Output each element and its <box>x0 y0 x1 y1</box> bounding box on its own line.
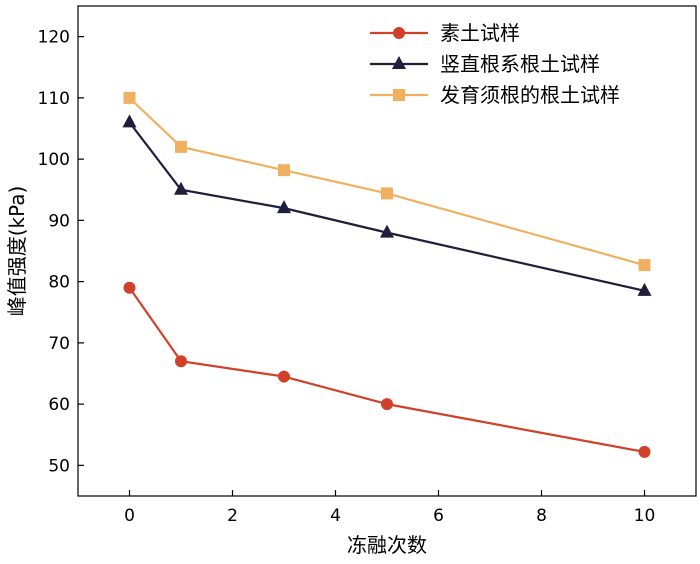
data-point-series-2 <box>380 224 394 238</box>
x-tick-label: 0 <box>124 506 135 526</box>
y-tick-label: 90 <box>48 211 70 231</box>
data-point-series-3 <box>278 164 290 177</box>
y-tick-label: 120 <box>38 28 70 48</box>
legend-label-1: 素土试样 <box>440 21 520 45</box>
data-point-series-1 <box>123 281 136 294</box>
data-point-series-1 <box>381 398 393 411</box>
y-tick-label: 60 <box>48 395 70 415</box>
legend-marker-1 <box>393 27 405 39</box>
data-point-series-1 <box>175 355 187 368</box>
data-point-series-1 <box>278 370 290 383</box>
data-point-series-3 <box>123 91 136 104</box>
x-tick-label: 8 <box>536 506 547 526</box>
data-point-series-3 <box>175 140 187 153</box>
data-point-series-3 <box>381 187 393 200</box>
data-point-series-1 <box>638 445 651 458</box>
legend-marker-2 <box>392 56 406 69</box>
y-tick-label: 110 <box>38 89 70 109</box>
y-tick-label: 100 <box>38 150 70 170</box>
legend-label-2: 竖直根系根土试样 <box>440 52 600 76</box>
x-tick-label: 10 <box>634 506 656 526</box>
y-tick-label: 80 <box>48 273 70 293</box>
plot-frame <box>77 5 697 497</box>
data-point-series-2 <box>277 200 291 214</box>
data-point-series-2 <box>637 282 652 296</box>
series-markers <box>122 91 652 458</box>
y-axis-label: 峰值强度(kPa) <box>5 186 29 317</box>
data-point-series-2 <box>174 181 188 195</box>
y-tick-label: 50 <box>48 456 70 476</box>
series-line-1 <box>128 287 645 453</box>
legend-label-3: 发育须根的根土试样 <box>440 83 620 107</box>
data-point-series-3 <box>638 259 651 272</box>
y-tick-label: 70 <box>48 334 70 354</box>
x-tick-label: 4 <box>330 506 341 526</box>
x-axis-label: 冻融次数 <box>347 533 427 557</box>
series-line-2 <box>128 121 645 292</box>
axes: 0 2 4 6 8 10 50 60 70 80 90 100 110 120 <box>38 28 656 526</box>
x-tick-label: 6 <box>433 506 444 526</box>
x-tick-label: 2 <box>227 506 238 526</box>
legend-marker-3 <box>393 89 405 101</box>
data-point-series-2 <box>122 114 137 128</box>
series-line-3 <box>128 97 645 267</box>
